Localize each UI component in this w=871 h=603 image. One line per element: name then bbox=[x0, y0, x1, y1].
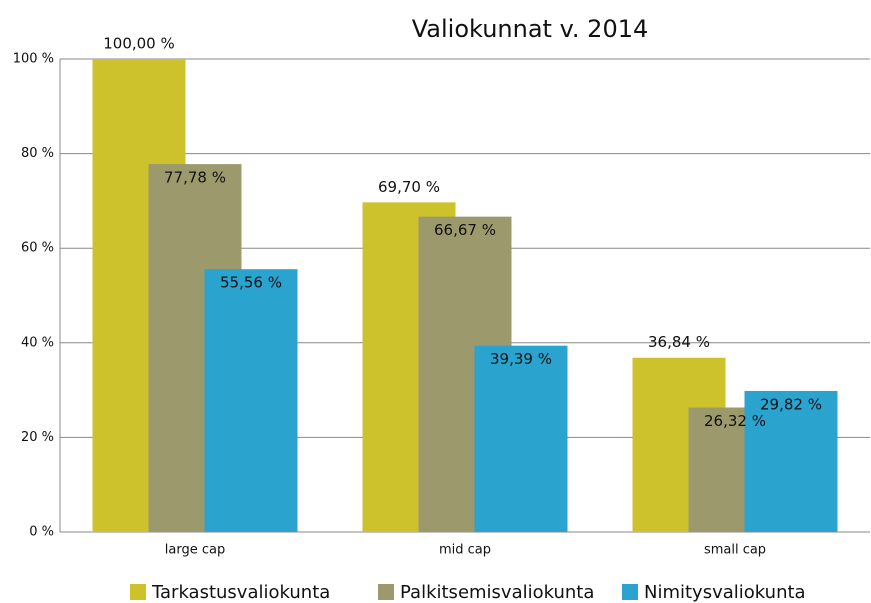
y-tick-label: 0 % bbox=[29, 525, 54, 540]
chart-title: Valiokunnat v. 2014 bbox=[412, 15, 649, 43]
y-tick-label: 80 % bbox=[21, 146, 54, 161]
data-label: 66,67 % bbox=[434, 221, 496, 239]
y-tick-label: 20 % bbox=[21, 430, 54, 445]
x-tick-label: large cap bbox=[165, 543, 225, 558]
legend-label: Nimitysvaliokunta bbox=[644, 582, 806, 603]
data-label: 100,00 % bbox=[103, 35, 175, 53]
data-label: 26,32 % bbox=[704, 412, 766, 430]
data-label: 29,82 % bbox=[760, 395, 822, 413]
legend-label: Palkitsemisvaliokunta bbox=[400, 582, 594, 603]
data-label: 69,70 % bbox=[378, 178, 440, 196]
data-label: 77,78 % bbox=[164, 169, 226, 187]
data-label: 39,39 % bbox=[490, 350, 552, 368]
bar bbox=[744, 390, 838, 532]
y-tick-label: 100 % bbox=[13, 52, 54, 67]
bar bbox=[204, 269, 298, 532]
x-tick-label: mid cap bbox=[439, 543, 491, 558]
legend-label: Tarkastusvaliokunta bbox=[151, 582, 330, 603]
x-tick-label: small cap bbox=[704, 543, 766, 558]
legend-swatch bbox=[622, 584, 638, 600]
y-tick-label: 40 % bbox=[21, 335, 54, 350]
data-label: 55,56 % bbox=[220, 274, 282, 292]
y-tick-label: 60 % bbox=[21, 241, 54, 256]
data-label: 36,84 % bbox=[648, 333, 710, 351]
legend-swatch bbox=[378, 584, 394, 600]
bar bbox=[474, 345, 568, 532]
legend-swatch bbox=[130, 584, 146, 600]
